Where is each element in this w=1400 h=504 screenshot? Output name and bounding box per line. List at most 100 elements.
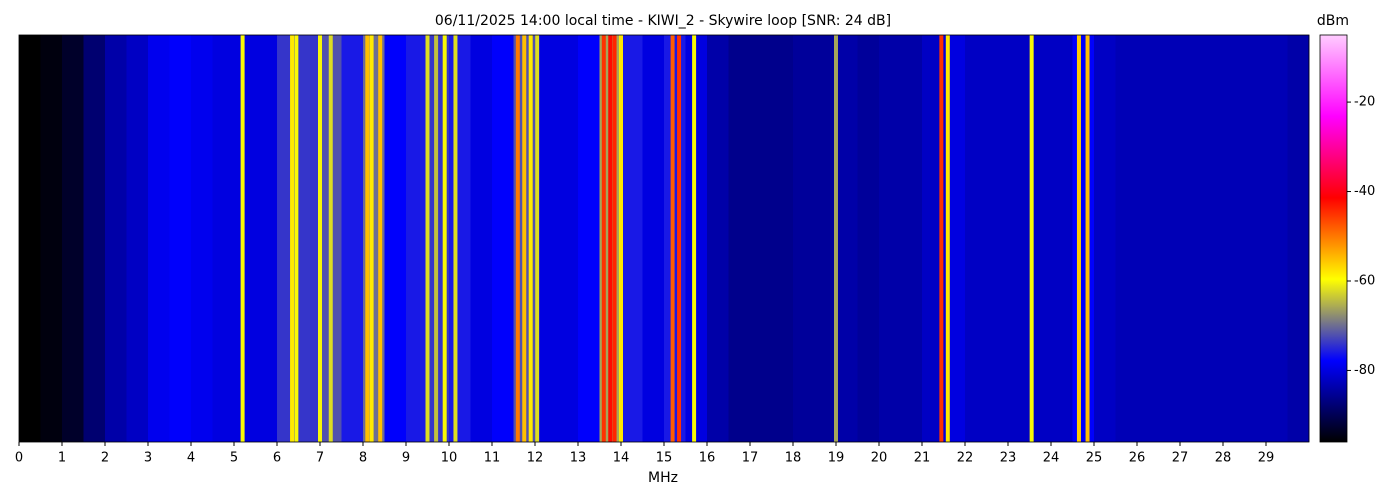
colorbar-label: dBm — [1317, 13, 1349, 29]
signal-line — [1076, 35, 1081, 442]
x-tick-label: 1 — [58, 451, 66, 466]
x-tick-label: 11 — [484, 451, 501, 466]
x-tick-label: 16 — [699, 451, 716, 466]
signal-line — [834, 35, 838, 442]
signal-line — [528, 35, 533, 442]
signal-line — [378, 35, 383, 442]
signal-line — [425, 35, 430, 442]
x-tick-label: 2 — [101, 451, 109, 466]
spectrum-band — [62, 35, 84, 442]
spectrum-band — [707, 35, 729, 442]
signal-line — [939, 35, 944, 442]
x-tick-label: 28 — [1215, 451, 1232, 466]
spectrum-band — [83, 35, 106, 442]
x-tick-label: 10 — [441, 451, 458, 466]
x-tick-label: 23 — [1000, 451, 1017, 466]
spectrum-band — [965, 35, 987, 442]
signal-line — [365, 35, 370, 442]
spectrum-band — [642, 35, 665, 442]
colorbar-tick-label: -40 — [1354, 184, 1375, 199]
signal-line — [612, 35, 617, 442]
x-tick-label: 15 — [656, 451, 673, 466]
spectrum-band — [384, 35, 407, 442]
spectrum-band — [105, 35, 127, 442]
x-tick-label: 5 — [230, 451, 238, 466]
spectrum-band — [1137, 35, 1159, 442]
spectrum-band — [1008, 35, 1030, 442]
spectrum-band — [750, 35, 772, 442]
x-tick-label: 19 — [828, 451, 845, 466]
spectrum-band — [148, 35, 170, 442]
x-tick-label: 26 — [1129, 451, 1146, 466]
spectrum-band — [341, 35, 364, 442]
spectrum-band — [1115, 35, 1138, 442]
spectrum-band — [1266, 35, 1288, 442]
x-tick-label: 27 — [1172, 451, 1189, 466]
spectrum-band — [234, 35, 256, 442]
signal-line — [1085, 35, 1090, 442]
spectrum-band — [685, 35, 708, 442]
spectrum-band — [449, 35, 471, 442]
signal-line — [453, 35, 458, 442]
spectrum-band — [986, 35, 1009, 442]
signal-line — [945, 35, 950, 442]
spectrum-band — [1051, 35, 1073, 442]
spectrum-band — [793, 35, 815, 442]
spectrum-band — [212, 35, 235, 442]
x-tick-label: 25 — [1086, 451, 1103, 466]
spectrum-band — [298, 35, 321, 442]
signal-line — [535, 35, 540, 442]
chart-title: 06/11/2025 14:00 local time - KIWI_2 - S… — [435, 13, 891, 29]
spectrum-band — [922, 35, 944, 442]
spectrum-band — [556, 35, 579, 442]
spectrum-band — [1158, 35, 1181, 442]
plot-area — [19, 35, 1310, 442]
x-tick-label: 21 — [914, 451, 931, 466]
spectrum-band — [1094, 35, 1116, 442]
spectrum-band — [470, 35, 493, 442]
colorbar-tick-label: -80 — [1354, 363, 1375, 378]
x-tick-label: 3 — [144, 451, 152, 466]
spectrum-band — [1201, 35, 1224, 442]
colorbar-tick-label: -20 — [1354, 95, 1375, 110]
signal-line — [515, 35, 520, 442]
x-axis-label: MHz — [648, 470, 678, 486]
signal-line — [522, 35, 527, 442]
spectrum-band — [1223, 35, 1245, 442]
spectrum-band — [900, 35, 923, 442]
x-tick-label: 7 — [316, 451, 324, 466]
signal-line — [619, 35, 623, 442]
spectrum-band — [191, 35, 213, 442]
spectrum-band — [535, 35, 557, 442]
x-tick-label: 6 — [273, 451, 281, 466]
spectrum-band — [126, 35, 149, 442]
x-tick-label: 24 — [1043, 451, 1060, 466]
spectrum-band — [814, 35, 837, 442]
x-tick-label: 13 — [570, 451, 587, 466]
x-tick-label: 9 — [402, 451, 410, 466]
signal-line — [692, 35, 697, 442]
spectrum-band — [664, 35, 686, 442]
spectrum-band — [1029, 35, 1052, 442]
spectrum-band — [1287, 35, 1310, 442]
spectrum-band — [169, 35, 192, 442]
spectrum-band — [728, 35, 751, 442]
signal-line — [601, 35, 606, 442]
spectrum-band — [1180, 35, 1202, 442]
x-tick-label: 4 — [187, 451, 195, 466]
colorbar — [1319, 34, 1348, 443]
x-tick-label: 17 — [742, 451, 759, 466]
x-tick-label: 12 — [527, 451, 544, 466]
spectrum-band — [19, 35, 41, 442]
spectrum-band — [492, 35, 514, 442]
x-tick-label: 29 — [1258, 451, 1275, 466]
x-tick-label: 0 — [15, 451, 23, 466]
spectrum-band — [40, 35, 63, 442]
signal-line — [608, 35, 613, 442]
spectrum-band — [406, 35, 428, 442]
signal-line — [677, 35, 682, 442]
signal-line — [240, 35, 245, 442]
x-tick-label: 14 — [613, 451, 630, 466]
